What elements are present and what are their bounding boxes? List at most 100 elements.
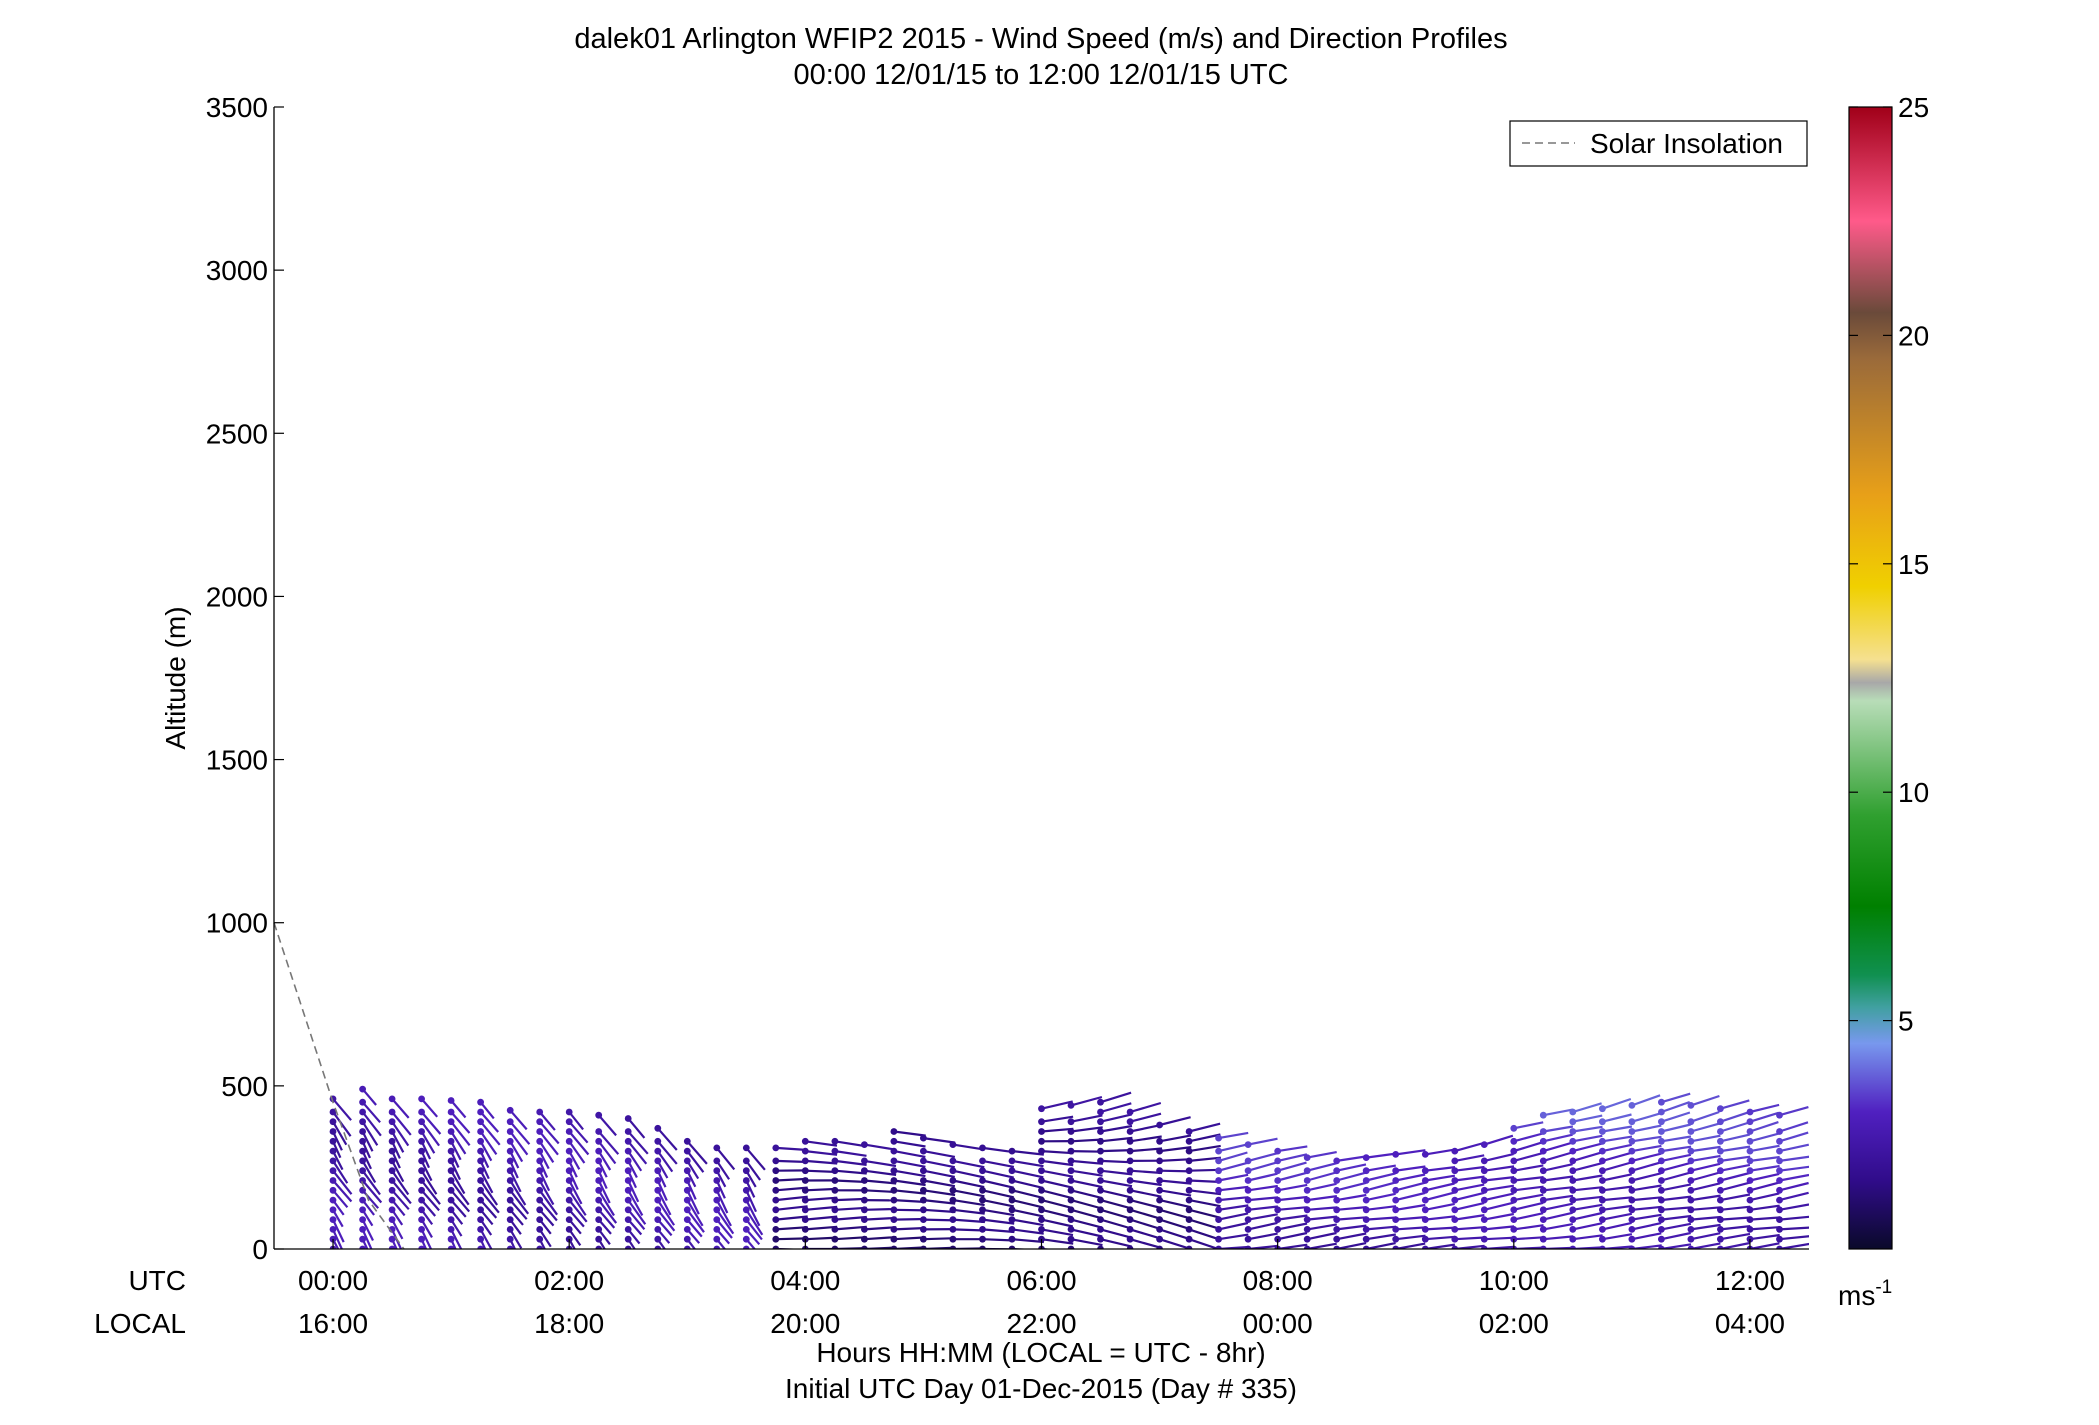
wind-point	[1628, 1216, 1636, 1223]
wind-point	[1717, 1226, 1724, 1233]
wind-point	[359, 1085, 366, 1093]
wind-point	[565, 1206, 573, 1214]
wind-point	[920, 1177, 927, 1184]
wind-point	[506, 1196, 514, 1204]
wind-barb	[1690, 1134, 1721, 1143]
wind-point	[506, 1128, 514, 1135]
wind-point	[1333, 1245, 1341, 1249]
wind-barb	[1100, 1102, 1132, 1114]
wind-barb	[627, 1130, 649, 1155]
wind-point	[624, 1177, 632, 1184]
wind-point	[359, 1167, 366, 1175]
wind-barb	[1454, 1191, 1485, 1202]
wind-barb	[1425, 1215, 1456, 1221]
wind-barb	[656, 1209, 676, 1232]
wind-point	[920, 1157, 927, 1165]
wind-point	[1303, 1216, 1311, 1223]
wind-point	[801, 1147, 809, 1155]
wind-point	[713, 1235, 721, 1243]
wind-barb	[1277, 1171, 1307, 1182]
wind-point	[388, 1157, 396, 1165]
wind-point	[1185, 1177, 1193, 1184]
wind-point	[1274, 1226, 1282, 1233]
wind-point	[1156, 1226, 1163, 1233]
wind-point	[1539, 1137, 1547, 1145]
colorbar: 5 10 15 20 25 ms-1	[1838, 92, 1929, 1311]
wind-barb	[805, 1150, 838, 1156]
wind-barb	[745, 1209, 764, 1236]
wind-barb	[1100, 1218, 1132, 1230]
wind-point	[1097, 1128, 1104, 1135]
wind-point	[506, 1167, 514, 1175]
wind-barbs-layer	[329, 1085, 1809, 1249]
wind-barb	[1129, 1218, 1162, 1231]
wind-point	[742, 1167, 750, 1175]
wind-barb	[332, 1219, 345, 1243]
wind-barb	[1188, 1228, 1220, 1241]
wind-barb	[420, 1111, 442, 1135]
wind-point	[1333, 1226, 1341, 1233]
wind-barb	[1041, 1115, 1074, 1123]
wind-point	[801, 1167, 809, 1175]
wind-point	[1244, 1216, 1252, 1223]
wind-barb	[361, 1131, 374, 1152]
wind-barb	[1011, 1179, 1044, 1189]
wind-point	[1008, 1186, 1016, 1194]
wind-barb	[1513, 1176, 1544, 1182]
wind-point	[1746, 1216, 1754, 1223]
wind-point	[418, 1128, 425, 1135]
wind-point	[1569, 1186, 1577, 1194]
wind-barb	[1690, 1215, 1721, 1221]
wind-point	[1126, 1245, 1134, 1249]
wind-point	[1067, 1216, 1075, 1223]
wind-point	[1569, 1108, 1577, 1116]
wind-point	[1569, 1147, 1577, 1155]
wind-barb	[1661, 1231, 1691, 1241]
wind-point	[329, 1186, 337, 1194]
wind-point	[920, 1245, 927, 1249]
wind-point	[1510, 1226, 1518, 1233]
wind-point	[1333, 1216, 1341, 1223]
wind-barb	[1454, 1183, 1485, 1192]
wind-point	[1362, 1245, 1370, 1249]
wind-barb	[1011, 1238, 1044, 1244]
wind-point	[595, 1186, 603, 1194]
wind-point	[1717, 1186, 1724, 1194]
wind-barb	[1041, 1208, 1073, 1219]
wind-point	[1717, 1245, 1724, 1249]
wind-point	[359, 1216, 366, 1223]
wind-barb	[1720, 1232, 1751, 1241]
wind-point	[1599, 1118, 1606, 1126]
wind-barb	[1130, 1169, 1163, 1175]
wind-barb	[509, 1109, 528, 1131]
wind-barb	[1661, 1123, 1691, 1133]
wind-barb	[450, 1238, 457, 1249]
wind-point	[1008, 1216, 1016, 1223]
wind-point	[1097, 1167, 1104, 1175]
x-tick-label-utc: 12:00	[1715, 1265, 1785, 1296]
wind-point	[477, 1098, 484, 1106]
wind-point	[477, 1157, 484, 1165]
wind-barb	[1542, 1141, 1573, 1153]
wind-barb	[1336, 1181, 1367, 1192]
wind-point	[447, 1128, 455, 1135]
wind-point	[1687, 1128, 1695, 1135]
wind-barb	[1070, 1126, 1103, 1133]
wind-point	[1451, 1177, 1459, 1184]
wind-point	[831, 1157, 839, 1165]
wind-point	[565, 1216, 573, 1223]
wind-point	[1746, 1186, 1754, 1194]
wind-point	[388, 1206, 396, 1214]
wind-point	[1658, 1226, 1665, 1233]
wind-point	[595, 1235, 603, 1243]
wind-barb	[450, 1160, 461, 1181]
wind-barb	[509, 1238, 517, 1249]
wind-point	[447, 1186, 455, 1194]
wind-point	[1539, 1235, 1547, 1243]
wind-point	[1421, 1167, 1429, 1175]
wind-barb	[1188, 1156, 1222, 1162]
wind-point	[477, 1118, 484, 1126]
wind-point	[1599, 1196, 1606, 1204]
wind-point	[1067, 1167, 1075, 1175]
wind-barb	[391, 1238, 398, 1249]
